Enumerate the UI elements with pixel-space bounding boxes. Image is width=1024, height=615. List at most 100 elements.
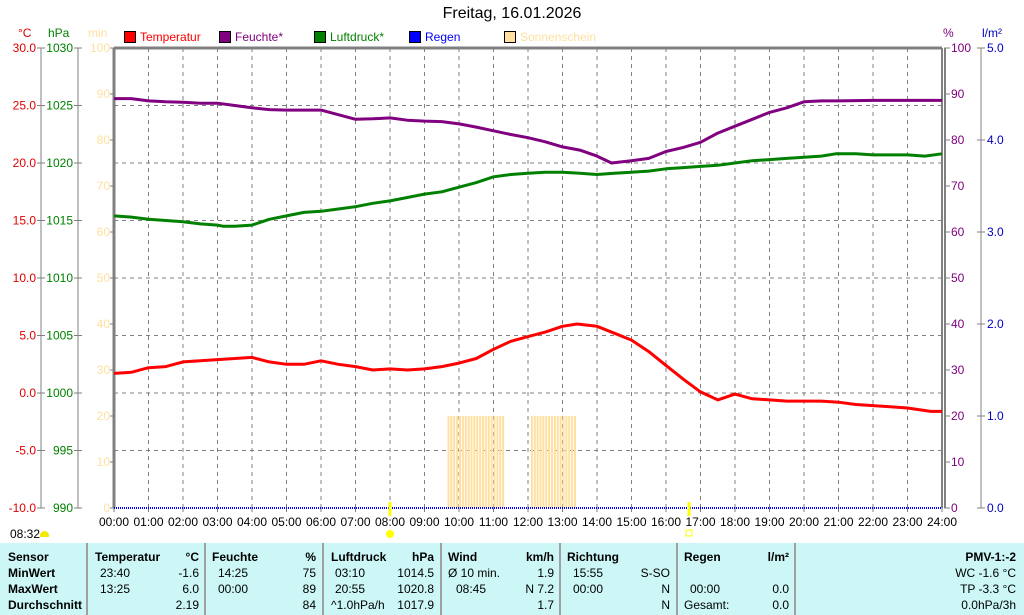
sunshine-bar — [556, 416, 559, 508]
stats-unit-rain: l/m² — [767, 550, 789, 564]
temp-axis-unit: °C — [18, 26, 32, 40]
stats-unit-pressure: hPa — [411, 550, 434, 564]
x-tick-label: 04:00 — [237, 515, 267, 529]
pressure-tick-label: 1000 — [46, 386, 73, 400]
stats-unit-temperature: °C — [185, 550, 199, 564]
hum-max-time: 00:00 — [218, 582, 249, 596]
x-tick-label: 21:00 — [823, 515, 853, 529]
pressure-tick-label: 1010 — [46, 271, 73, 285]
sunshine-bar — [476, 416, 479, 508]
divider — [322, 543, 324, 615]
legend-item-feuchte: Feuchte* — [219, 30, 283, 44]
divider — [559, 543, 561, 615]
sun-tick-label: 10 — [97, 455, 111, 469]
dew-point-value: TP -3.3 °C — [960, 582, 1016, 596]
sunshine-bar — [479, 416, 482, 508]
rain-tick-label: 0.0 — [987, 501, 1004, 515]
divider — [440, 543, 442, 615]
cloud-icon — [40, 531, 49, 537]
press-avg-value: 1017.9 — [397, 598, 434, 612]
stats-col-sensor: Sensor MinWert MaxWert Durchschnitt — [8, 543, 88, 615]
legend-label: Regen — [425, 30, 461, 44]
sun-tick-label: 0 — [103, 501, 110, 515]
x-tick-label: 09:00 — [409, 515, 439, 529]
sunshine-bar — [548, 416, 551, 508]
sun-tick-label: 30 — [97, 363, 111, 377]
sunset-marker — [687, 502, 691, 516]
stats-col-pressure: Luftdruck hPa 03:10 1014.5 20:55 1020.8 ^1.… — [331, 543, 434, 615]
sunshine-bar — [559, 416, 562, 508]
legend-swatch-icon — [409, 31, 421, 43]
x-tick-label: 20:00 — [789, 515, 819, 529]
wind-avg-label: Ø 10 min. — [448, 566, 501, 580]
x-tick-label: 15:00 — [616, 515, 646, 529]
pmv-header: PMV-1:-2 — [965, 550, 1016, 564]
stats-header-direction: Richtung — [567, 550, 619, 564]
rain-tick-label: 3.0 — [987, 225, 1004, 239]
rain-max-value: 0.0 — [772, 582, 789, 596]
x-tick-label: 01:00 — [133, 515, 163, 529]
divider — [676, 543, 678, 615]
rain-tick-label: 2.0 — [987, 317, 1004, 331]
temp-tick-label: 30.0 — [13, 41, 37, 55]
pressure-trend-3h: 0.0hPa/3h — [961, 598, 1016, 612]
sunshine-bar — [487, 416, 490, 508]
x-tick-label: 11:00 — [479, 515, 508, 529]
temp-min-time: 23:40 — [100, 566, 131, 580]
x-tick-label: 23:00 — [892, 515, 922, 529]
pressure-axis-unit: hPa — [48, 26, 70, 40]
dir-avg-value: N — [661, 598, 670, 612]
humidity-tick-label: 70 — [951, 179, 965, 193]
rain-max-time: 00:00 — [690, 582, 721, 596]
stats-header-humidity: Feuchte — [212, 550, 259, 564]
sunshine-bar — [496, 416, 499, 508]
temp-max-time: 13:25 — [100, 582, 131, 596]
pressure-tick-label: 1030 — [46, 41, 73, 55]
press-trend: ^1.0hPa/h — [331, 598, 385, 612]
x-tick-label: 22:00 — [858, 515, 888, 529]
stats-table: Sensor MinWert MaxWert Durchschnitt Temp… — [0, 543, 1024, 615]
temp-tick-label: -5.0 — [15, 444, 36, 458]
series-line-feuchte — [114, 97, 942, 165]
dir-min-value: S-SO — [640, 566, 670, 580]
rain-tick-label: 4.0 — [987, 133, 1004, 147]
wind-max-value: N 7.2 — [525, 582, 554, 596]
x-tick-label: 12:00 — [513, 515, 543, 529]
temp-tick-label: 0.0 — [19, 386, 36, 400]
humidity-tick-label: 30 — [951, 363, 965, 377]
sunshine-bar — [568, 416, 571, 508]
sunrise-time: 08:32 — [10, 527, 41, 541]
sunshine-bar — [467, 416, 470, 508]
legend-label: Sonnenschein — [520, 30, 597, 44]
weather-chart: 30.025.020.015.010.05.00.0-5.0-10.010301… — [9, 41, 1004, 538]
divider — [204, 543, 206, 615]
humidity-tick-label: 100 — [951, 41, 971, 55]
stats-col-direction: Richtung 15:55 S-SO 00:00 N N — [567, 543, 670, 615]
legend-item-luftdruck: Luftdruck* — [314, 30, 384, 44]
sunshine-bar — [502, 416, 505, 508]
sunshine-bar — [473, 416, 476, 508]
sunshine-bar — [461, 416, 464, 508]
sunshine-bar — [493, 416, 496, 508]
humidity-tick-label: 20 — [951, 409, 965, 423]
sunrise-marker — [388, 502, 392, 516]
sunshine-bar — [464, 416, 467, 508]
humidity-tick-label: 40 — [951, 317, 965, 331]
wind-avg-value: 1.7 — [537, 598, 554, 612]
sun-tick-label: 70 — [97, 179, 111, 193]
humidity-tick-label: 90 — [951, 87, 965, 101]
x-tick-label: 19:00 — [754, 515, 784, 529]
sun-icon — [386, 530, 394, 538]
pressure-tick-label: 1015 — [46, 214, 73, 228]
legend-label: Feuchte* — [235, 30, 284, 44]
legend-item-temperatur: Temperatur — [124, 30, 201, 44]
x-tick-label: 17:00 — [685, 515, 715, 529]
sunshine-bar — [459, 416, 461, 508]
legend-label: Luftdruck* — [330, 30, 385, 44]
dir-max-time: 00:00 — [573, 582, 604, 596]
sun-tick-label: 60 — [97, 225, 111, 239]
temp-tick-label: 5.0 — [19, 329, 36, 343]
x-tick-label: 18:00 — [720, 515, 750, 529]
sunshine-bar — [542, 416, 545, 508]
sun-tick-label: 40 — [97, 317, 111, 331]
